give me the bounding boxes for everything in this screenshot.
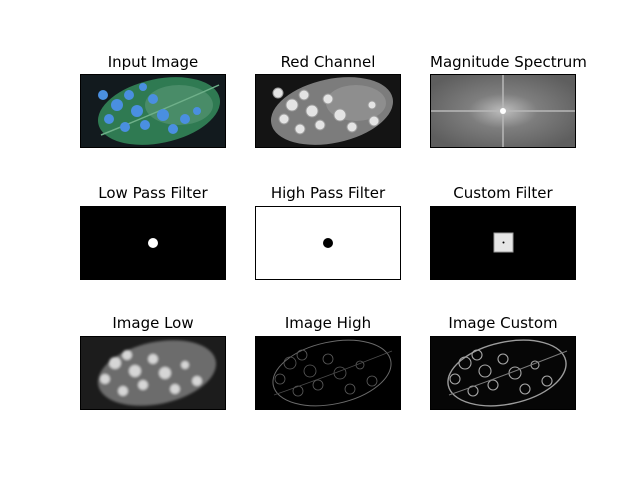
leaf-spots <box>98 83 201 134</box>
panel-title: Red Channel <box>280 53 376 71</box>
image-panel-image-low <box>80 336 226 410</box>
image-panel-low-pass-filter <box>80 206 226 280</box>
image-panel-image-custom <box>430 336 576 410</box>
panel-title: Image Custom <box>448 314 558 332</box>
leaf-spots <box>100 350 202 396</box>
vein-edge <box>273 350 393 396</box>
mask-disc <box>148 238 158 248</box>
spot-edges <box>274 349 378 397</box>
leaf-highlight <box>145 85 213 125</box>
panel-title: Low Pass Filter <box>98 184 208 202</box>
panel-title: Custom Filter <box>453 184 553 202</box>
leaf-edge <box>272 339 392 407</box>
leaf-edge <box>447 339 567 407</box>
image-panel-high-pass-filter <box>255 206 401 280</box>
image-panel-image-high <box>255 336 401 410</box>
panel-title: Image Low <box>112 314 194 332</box>
vein-edge <box>448 350 568 396</box>
image-panel-input <box>80 74 226 148</box>
leaf-vein <box>100 84 220 136</box>
image-panel-red-channel <box>255 74 401 148</box>
panel-background <box>256 337 400 409</box>
mask-disc <box>323 238 333 248</box>
panel-title: High Pass Filter <box>270 184 386 202</box>
panel-title: Magnitude Spectrum <box>430 53 587 71</box>
panel-background <box>431 337 575 409</box>
spectrum-center <box>500 108 506 114</box>
mask-center-dot <box>502 241 505 244</box>
panel-title: Input Image <box>107 53 199 71</box>
image-panel-magnitude-spectrum <box>430 74 576 148</box>
leaf-spots <box>272 87 380 135</box>
spot-edges <box>449 349 553 397</box>
image-panel-custom-filter <box>430 206 576 280</box>
panel-title: Image High <box>284 314 372 332</box>
